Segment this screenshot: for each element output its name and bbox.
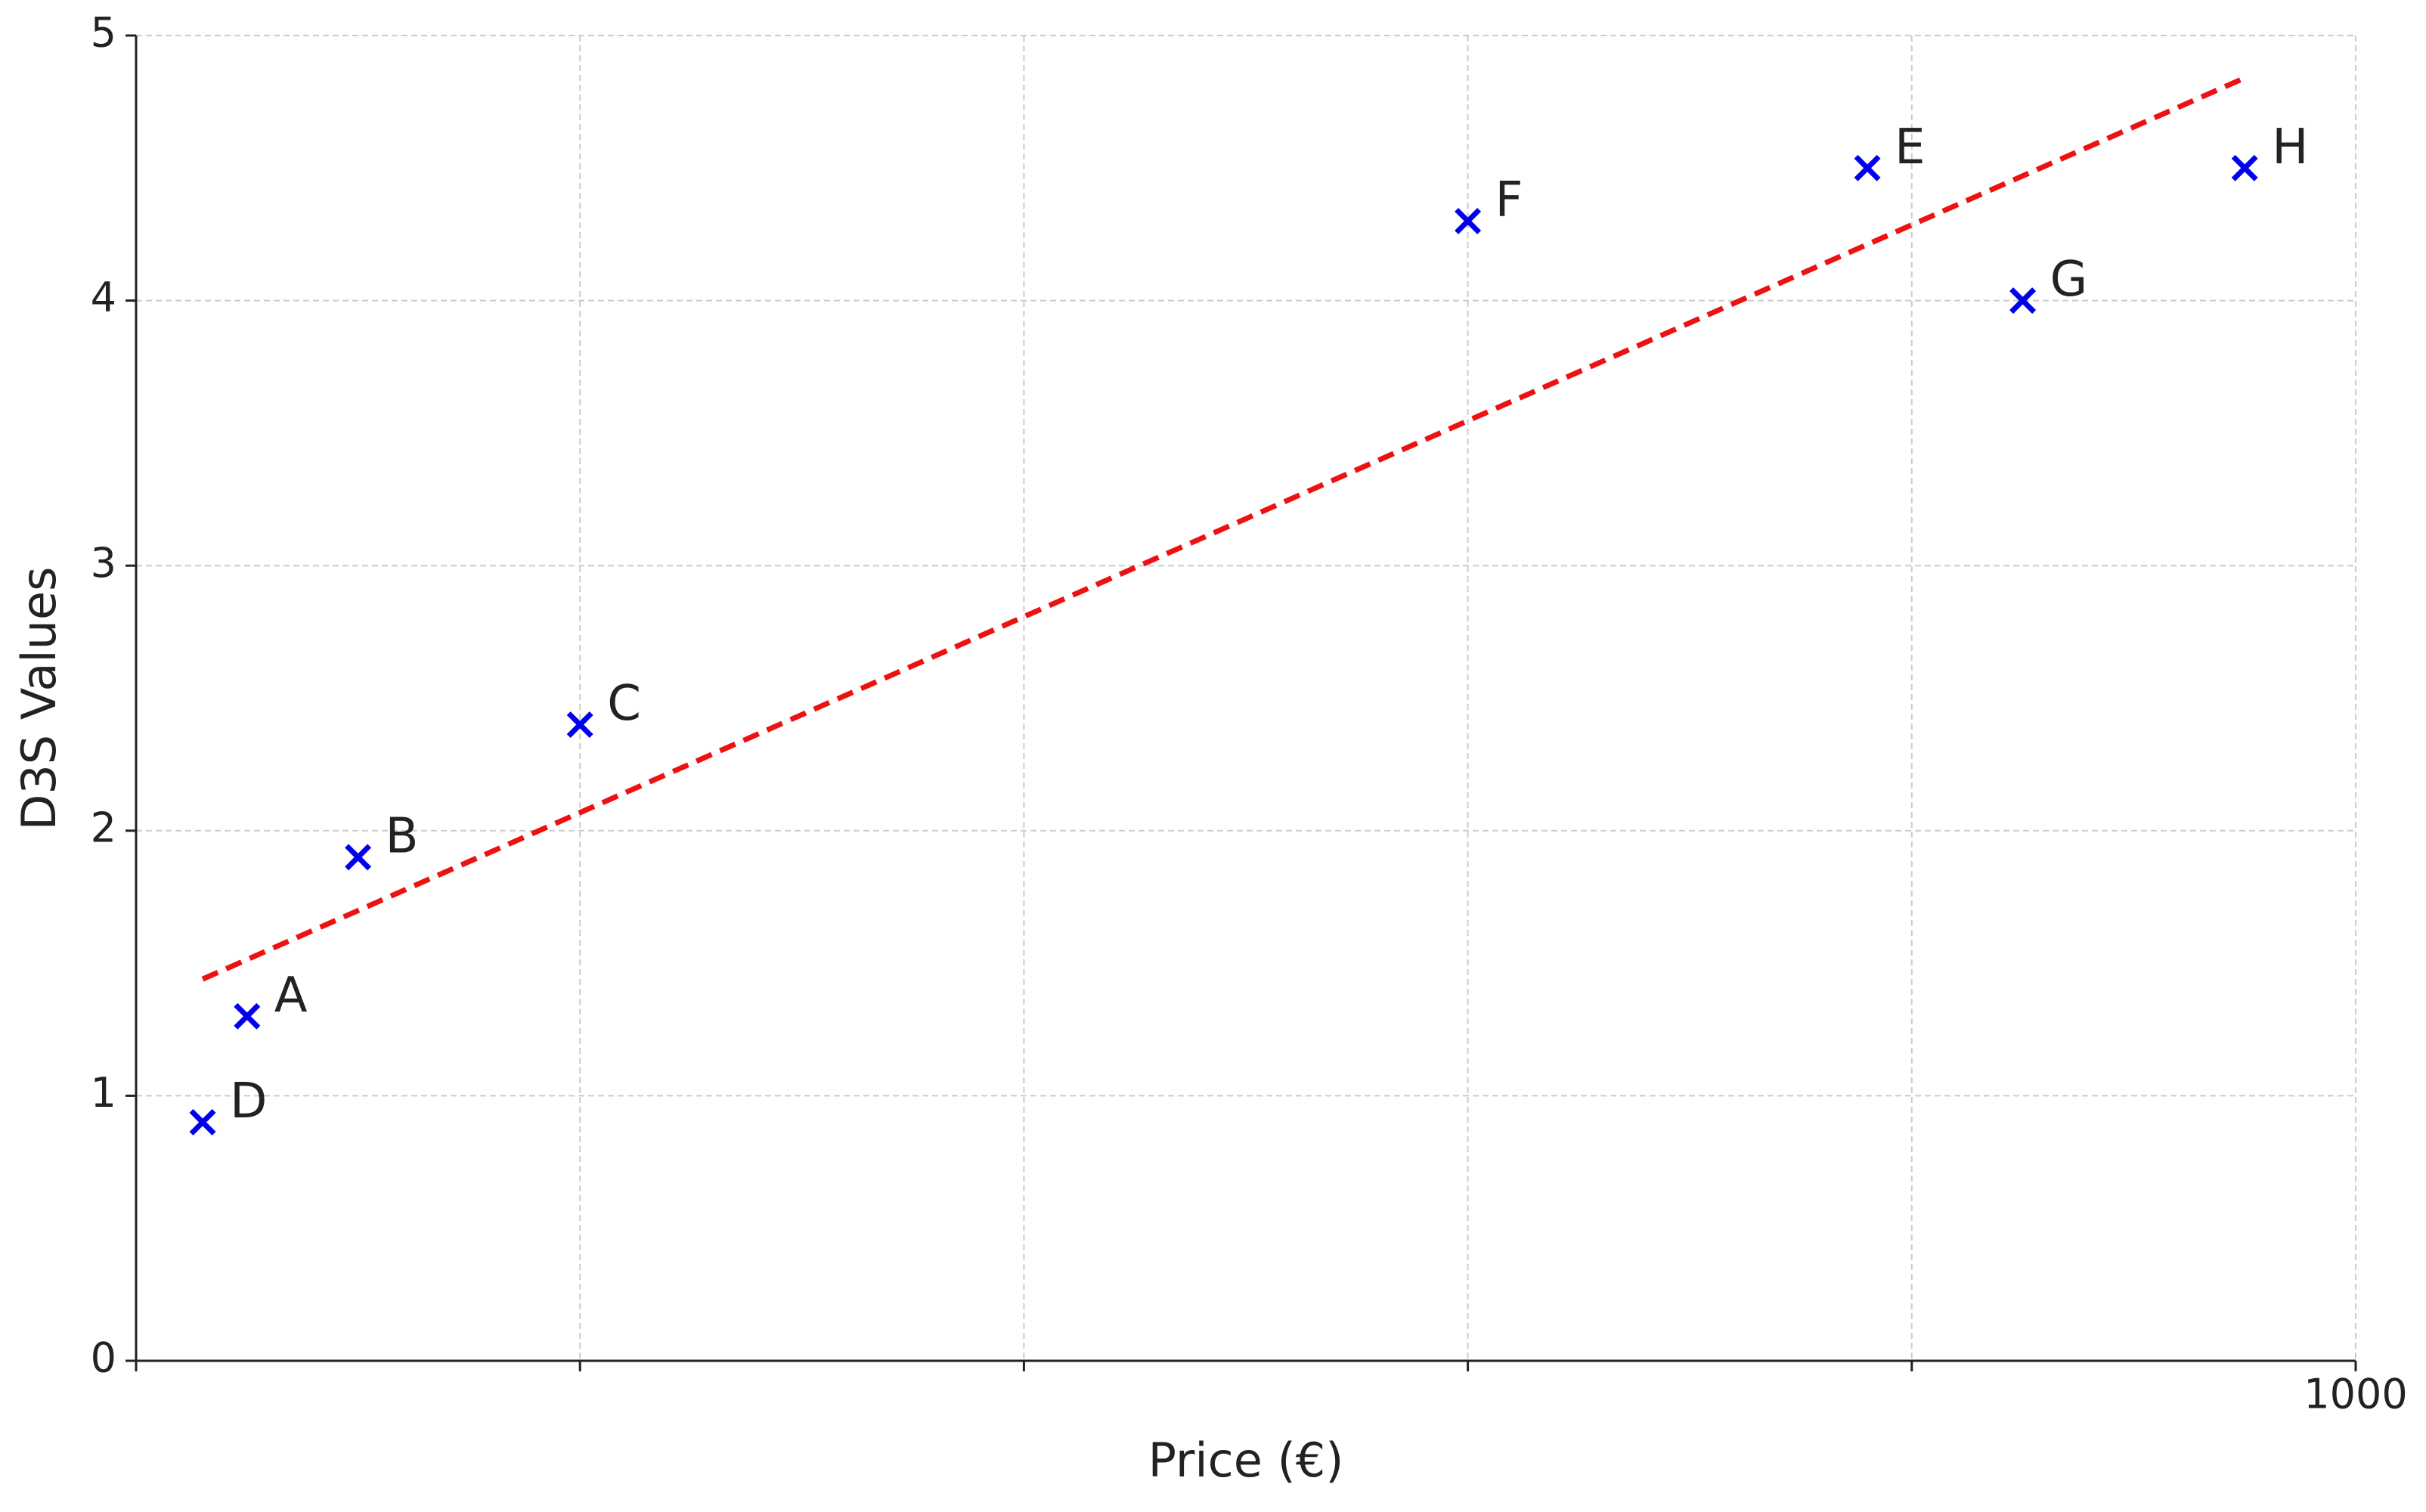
y-tick-label: 2 xyxy=(91,804,116,851)
point xyxy=(566,711,593,739)
point xyxy=(1455,207,1482,234)
point-label: D xyxy=(230,1074,267,1129)
point-label: C xyxy=(607,676,641,732)
y-tick-label: 3 xyxy=(91,539,116,587)
point-label: A xyxy=(274,968,308,1024)
point-label: H xyxy=(2272,119,2308,175)
x-axis-label: Price (€) xyxy=(1148,1433,1344,1488)
y-tick-label: 5 xyxy=(91,9,116,57)
point xyxy=(345,844,372,871)
point xyxy=(189,1108,216,1136)
point-label: G xyxy=(2050,252,2088,308)
point xyxy=(234,1002,261,1030)
x-tick-label: 1000 xyxy=(2304,1371,2407,1418)
y-tick-label: 0 xyxy=(91,1334,116,1382)
y-tick-label: 4 xyxy=(91,274,116,321)
trend-line xyxy=(201,75,2246,982)
point-label: E xyxy=(1895,119,1925,175)
y-tick-label: 1 xyxy=(91,1069,116,1117)
point-label: B xyxy=(386,808,419,864)
point-label: F xyxy=(1495,172,1523,228)
point xyxy=(2009,287,2037,314)
point xyxy=(1854,154,1881,181)
y-axis-label: D3S Values xyxy=(11,567,67,831)
point xyxy=(2231,154,2258,181)
